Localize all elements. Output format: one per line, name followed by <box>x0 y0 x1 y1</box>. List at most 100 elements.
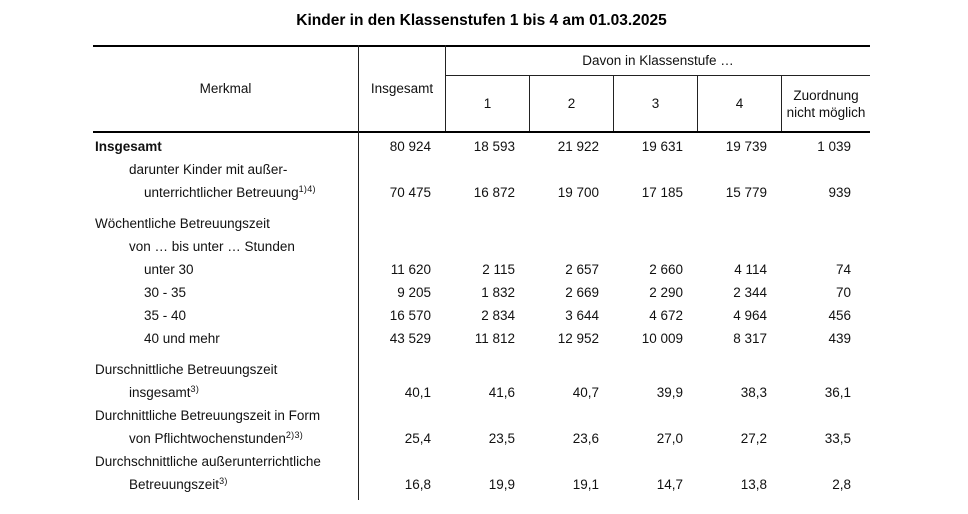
value-cell: 11 620 <box>390 262 431 277</box>
value-cell: 27,2 <box>740 431 767 446</box>
value-cell: 19,1 <box>572 477 599 492</box>
value-cell: 38,3 <box>740 385 767 400</box>
row-label-line: Betreuungszeit3) <box>129 476 228 493</box>
row-label-cell: darunter Kinder mit außer-unterrichtlich… <box>93 158 358 204</box>
row-label-line: Durchnittliche Betreuungszeit in Form <box>95 408 321 423</box>
column-header-klassenstufe-3: 3 <box>651 96 660 111</box>
value-cell: 41,6 <box>488 385 515 400</box>
table-row: Wöchentliche Betreuungszeit <box>93 212 870 235</box>
row-label-cell: Durchnittliche Betreuungszeit in Form von… <box>93 404 358 450</box>
value-cell: 2 669 <box>565 285 599 300</box>
value-cell: 9 205 <box>397 285 431 300</box>
value-cell: 2 290 <box>649 285 683 300</box>
column-header-zuordnung-nicht-moeglich: Zuordnung nicht möglich <box>786 87 866 120</box>
table-row: 35 - 40 16 570 2 834 3 644 4 672 4 964 456 <box>93 304 870 327</box>
value-cell: 4 964 <box>733 308 767 323</box>
value-cell: 40,7 <box>572 385 599 400</box>
column-group-header-davon: Davon in Klassenstufe … <box>582 52 734 68</box>
table-row: von … bis unter … Stunden <box>93 235 870 258</box>
row-label-cell: Durschnittliche Betreuungszeit insgesamt3… <box>93 358 358 404</box>
value-cell: 2 115 <box>482 262 515 277</box>
page-title: Kinder in den Klassenstufen 1 bis 4 am 0… <box>296 12 667 29</box>
value-cell: 19 631 <box>641 139 683 154</box>
subcolumn-divider <box>613 76 614 131</box>
row-label-line: unterrichtlicher Betreuung1)4) <box>144 184 316 201</box>
value-cell: 14,7 <box>656 477 683 492</box>
value-cell: 4 114 <box>734 262 767 277</box>
table-row: Durchnittliche Betreuungszeit in Form von… <box>93 404 870 450</box>
davon-underline-rule <box>445 75 870 76</box>
row-label-cell: 35 - 40 <box>93 304 358 327</box>
subcolumn-divider <box>697 76 698 131</box>
value-cell: 70 475 <box>389 185 431 200</box>
row-label-line: 40 und mehr <box>144 331 220 346</box>
column-header-insgesamt: Insgesamt <box>370 80 434 96</box>
value-cell: 16 872 <box>473 185 515 200</box>
row-label-line: von Pflichtwochenstunden2)3) <box>129 430 304 447</box>
footnote-marker: 2)3) <box>285 430 304 440</box>
insgesamt-column-divider <box>445 45 446 131</box>
row-label-cell: 40 und mehr <box>93 327 358 350</box>
value-cell: 2 657 <box>565 262 599 277</box>
table-row: Insgesamt 80 924 18 593 21 922 19 631 19 739 1… <box>93 135 870 158</box>
value-cell: 1 039 <box>817 139 851 154</box>
column-header-klassenstufe-4: 4 <box>735 96 744 111</box>
row-label-line: 35 - 40 <box>144 308 187 323</box>
value-cell: 1 832 <box>481 285 515 300</box>
value-cell: 11 812 <box>474 331 515 346</box>
subcolumn-divider <box>781 76 782 131</box>
value-cell: 25,4 <box>404 431 431 446</box>
value-cell: 15 779 <box>725 185 767 200</box>
table-top-rule <box>93 45 870 47</box>
value-cell: 3 644 <box>565 308 599 323</box>
value-cell: 23,6 <box>572 431 599 446</box>
row-label-cell: unter 30 <box>93 258 358 281</box>
table-row: 30 - 35 9 205 1 832 2 669 2 290 2 344 70 <box>93 281 870 304</box>
value-cell: 16 570 <box>389 308 431 323</box>
value-cell: 456 <box>828 308 851 323</box>
row-label-line: Wöchentliche Betreuungszeit <box>95 216 270 231</box>
value-cell: 2,8 <box>832 477 851 492</box>
row-label-cell: von … bis unter … Stunden <box>93 235 358 258</box>
column-header-merkmal: Merkmal <box>199 80 252 96</box>
value-cell: 2 834 <box>481 308 515 323</box>
value-cell: 40,1 <box>404 385 431 400</box>
row-label-cell: 30 - 35 <box>93 281 358 304</box>
row-label-line: 30 - 35 <box>144 285 187 300</box>
value-cell: 17 185 <box>641 185 683 200</box>
row-label-line: unter 30 <box>144 262 194 277</box>
value-cell: 39,9 <box>656 385 683 400</box>
table-row: unter 30 11 620 2 115 2 657 2 660 4 114 74 <box>93 258 870 281</box>
row-label-cell: Insgesamt <box>93 135 358 158</box>
value-cell: 70 <box>835 285 851 300</box>
value-cell: 8 317 <box>733 331 767 346</box>
value-cell: 16,8 <box>404 477 431 492</box>
column-header-klassenstufe-2: 2 <box>567 96 576 111</box>
value-cell: 939 <box>828 185 851 200</box>
row-label-cell: Wöchentliche Betreuungszeit <box>93 212 358 235</box>
row-label-line: Durschnittliche Betreuungszeit <box>95 362 278 377</box>
subcolumn-divider <box>529 76 530 131</box>
value-cell: 13,8 <box>740 477 767 492</box>
table-row: Durchschnittliche außerunterrichtliche Be… <box>93 450 870 496</box>
value-cell: 43 529 <box>389 331 431 346</box>
header-bottom-rule <box>93 131 870 133</box>
row-label-line: Insgesamt <box>95 139 162 154</box>
row-label-line: von … bis unter … Stunden <box>129 239 295 254</box>
table-row: Durschnittliche Betreuungszeit insgesamt3… <box>93 358 870 404</box>
footnote-marker: 1)4) <box>298 184 316 194</box>
value-cell: 27,0 <box>656 431 683 446</box>
value-cell: 33,5 <box>824 431 851 446</box>
value-cell: 4 672 <box>649 308 683 323</box>
value-cell: 19 700 <box>557 185 599 200</box>
value-cell: 74 <box>835 262 851 277</box>
value-cell: 80 924 <box>389 139 431 154</box>
value-cell: 12 952 <box>557 331 599 346</box>
value-cell: 19,9 <box>488 477 515 492</box>
value-cell: 2 344 <box>733 285 767 300</box>
table-row: 40 und mehr 43 529 11 812 12 952 10 009 8 317… <box>93 327 870 350</box>
value-cell: 36,1 <box>824 385 851 400</box>
table-row: darunter Kinder mit außer-unterrichtlich… <box>93 158 870 204</box>
footnote-marker: 3) <box>190 384 200 394</box>
